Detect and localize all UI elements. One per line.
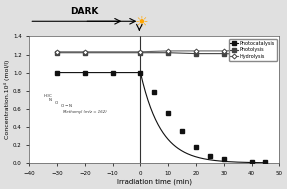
Text: N: N <box>49 98 52 102</box>
Text: DARK: DARK <box>70 7 98 16</box>
Y-axis label: Concentration.10⁴ (mol/l): Concentration.10⁴ (mol/l) <box>4 60 10 139</box>
Text: ☀: ☀ <box>135 14 149 29</box>
Text: Methomyl (m/z = 162): Methomyl (m/z = 162) <box>63 110 106 114</box>
X-axis label: Irradiation time (min): Irradiation time (min) <box>117 178 192 185</box>
Text: $\rm{O-N}$: $\rm{O-N}$ <box>60 102 73 109</box>
Legend: Photocatalysis, Photolysis, Hydrolysis: Photocatalysis, Photolysis, Hydrolysis <box>228 39 277 61</box>
Text: H$_3$C: H$_3$C <box>43 93 53 101</box>
Text: $\rm{O}$: $\rm{O}$ <box>54 99 59 106</box>
